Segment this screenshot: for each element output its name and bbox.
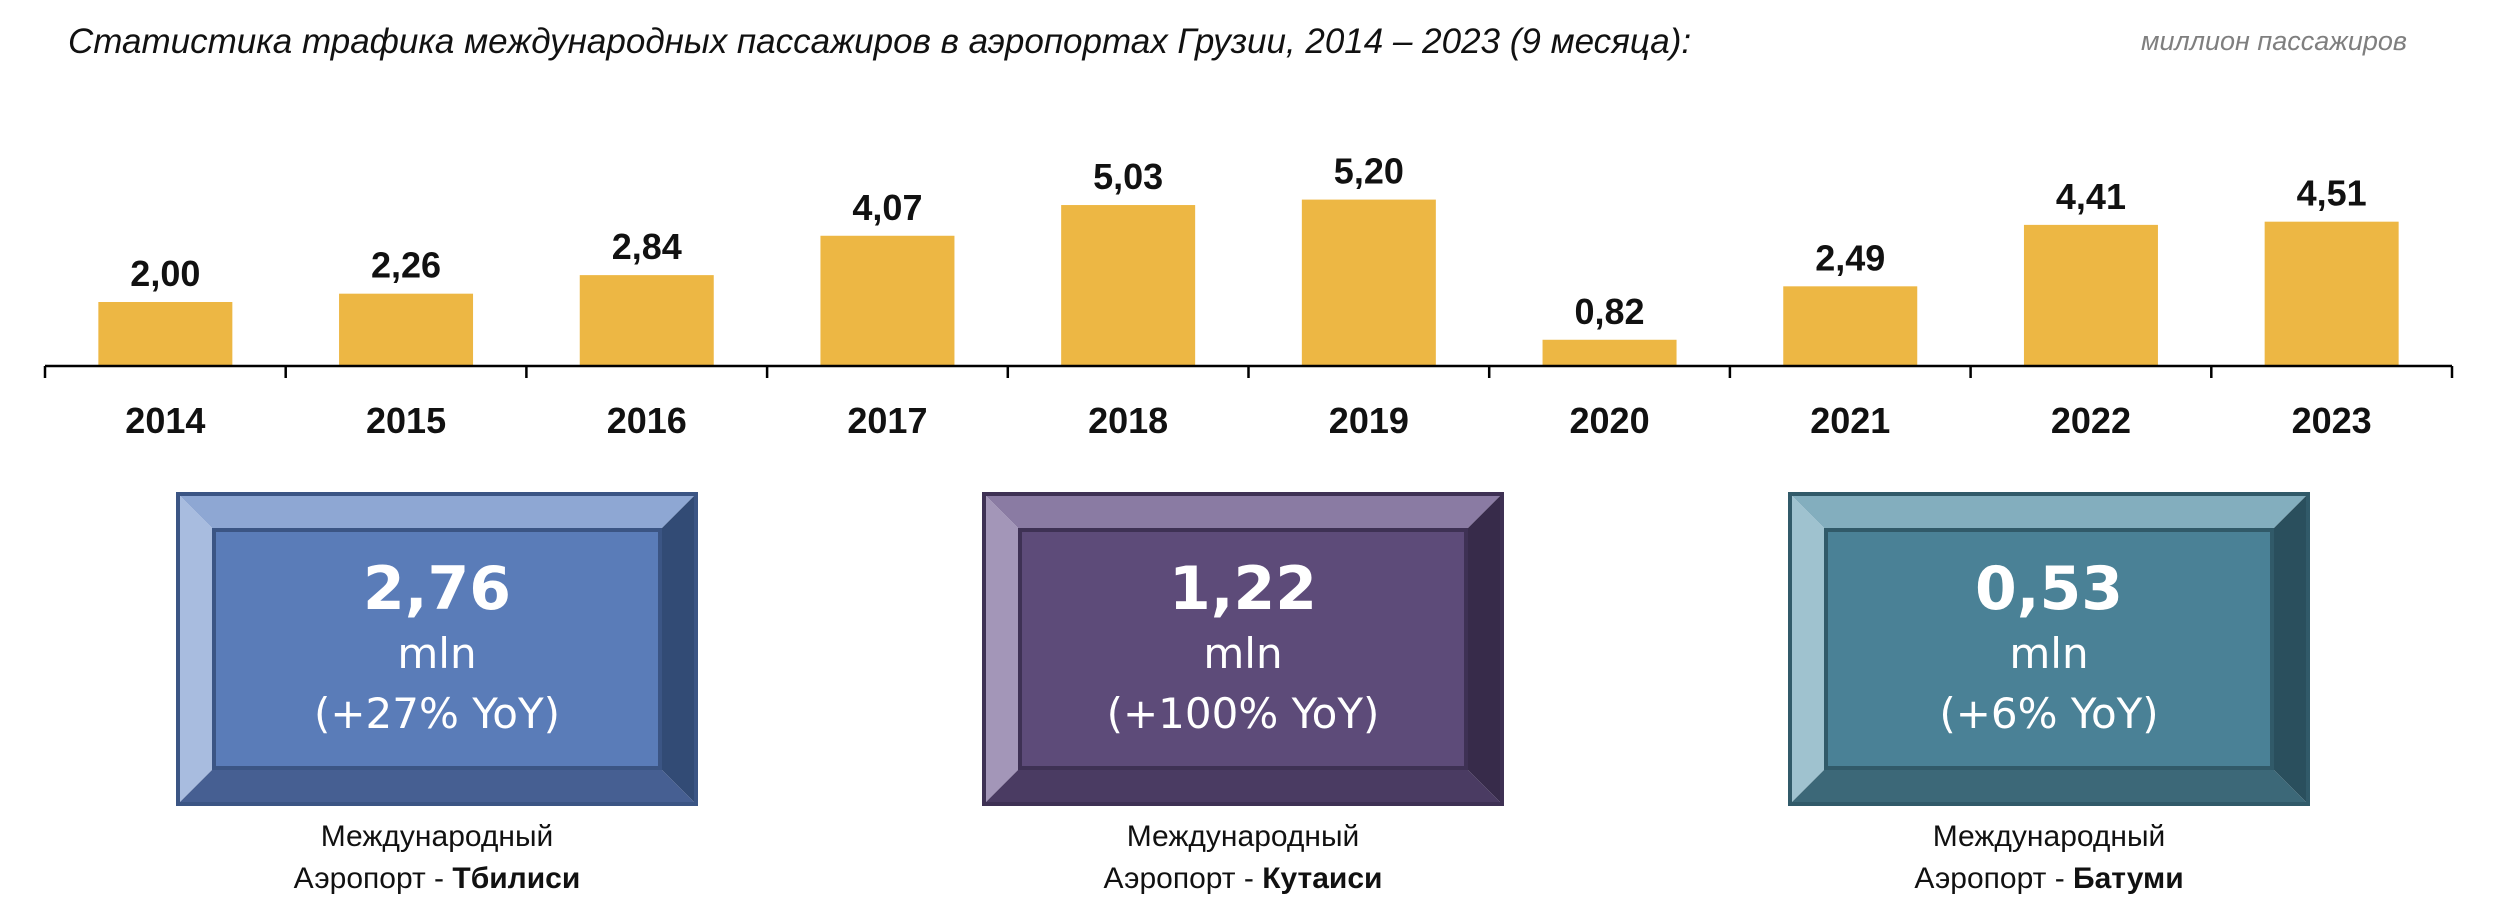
- value-label-2023: 4,51: [2297, 173, 2367, 214]
- caption-prefix: Аэропорт -: [1103, 862, 1263, 895]
- airport-card-tbilisi: 2,76 mln (+27% YoY) Международный Аэропо…: [176, 492, 698, 900]
- bar-chart: 2,00 2014 2,26 2015 2,84 2016 4,07 2017 5,03 2018…: [43, 151, 2454, 441]
- caption-prefix: Аэропорт -: [1914, 862, 2074, 895]
- value-unit: mln: [397, 629, 477, 678]
- box-face: [212, 528, 662, 770]
- value-label-2015: 2,26: [371, 245, 441, 286]
- bevel-right: [660, 492, 698, 806]
- value-unit: mln: [1203, 629, 1283, 678]
- airport-city: Батуми: [2073, 862, 2184, 895]
- airport-card-kutaisi: 1,22 mln (+100% YoY) Международный Аэроп…: [982, 492, 1504, 900]
- value-label-2018: 5,03: [1093, 156, 1163, 197]
- bevel-top: [982, 492, 1504, 530]
- airport-city: Кутаиси: [1262, 862, 1383, 895]
- bar-2016: [579, 275, 714, 366]
- bevel-top: [176, 492, 698, 530]
- bevel-bottom: [1788, 768, 2310, 806]
- bar-2023: [2264, 221, 2399, 366]
- caption-line1: Международный: [320, 820, 554, 853]
- tick-label-2023: 2023: [2292, 400, 2372, 441]
- tick-label-2014: 2014: [125, 400, 205, 441]
- unit-label: миллион пассажиров: [2141, 26, 2407, 56]
- bevel-bottom: [176, 768, 698, 806]
- airport-caption: Международный Аэропорт - Тбилиси: [176, 816, 698, 900]
- bar-2021: [1783, 286, 1918, 366]
- value-label-2021: 2,49: [1815, 237, 1885, 278]
- value-label-2016: 2,84: [612, 226, 682, 267]
- airport-city: Тбилиси: [452, 862, 581, 895]
- bevel-left: [1788, 492, 1826, 806]
- caption-prefix: Аэропорт -: [293, 862, 453, 895]
- value-label-2020: 0,82: [1575, 291, 1645, 332]
- bar-2022: [2023, 224, 2158, 366]
- stat-box: 0,53 mln (+6% YoY): [1788, 492, 2310, 806]
- value-label-2019: 5,20: [1334, 151, 1404, 192]
- tick-label-2017: 2017: [847, 400, 927, 441]
- bar-2020: [1542, 339, 1677, 366]
- passenger-value: 0,53: [1974, 554, 2124, 624]
- bevel-frame: [982, 492, 1504, 806]
- bevel-top: [1788, 492, 2310, 530]
- stat-box: 1,22 mln (+100% YoY): [982, 492, 1504, 806]
- bevel-frame: [1788, 492, 2310, 806]
- tick-label-2020: 2020: [1570, 400, 1650, 441]
- value-label-2017: 4,07: [852, 187, 922, 228]
- airport-caption: Международный Аэропорт - Батуми: [1788, 816, 2310, 900]
- chart-title: Статистика трафика международных пассажи…: [68, 22, 1692, 61]
- box-face: [1018, 528, 1468, 770]
- tick-label-2021: 2021: [1810, 400, 1890, 441]
- bevel-bottom: [982, 768, 1504, 806]
- tick-label-2016: 2016: [607, 400, 687, 441]
- bar-2018: [1061, 205, 1196, 366]
- box-outline: [1788, 492, 2310, 806]
- bevel-left: [982, 492, 1020, 806]
- box-face: [1824, 528, 2274, 770]
- bar-2015: [339, 293, 474, 366]
- bar-2017: [820, 235, 955, 366]
- stat-box: 2,76 mln (+27% YoY): [176, 492, 698, 806]
- caption-line1: Международный: [1126, 820, 1360, 853]
- passenger-value: 1,22: [1168, 554, 1318, 624]
- bevel-right: [1466, 492, 1504, 806]
- yoy-change: (+100% YoY): [1106, 689, 1380, 738]
- tick-label-2015: 2015: [366, 400, 446, 441]
- tick-label-2022: 2022: [2051, 400, 2131, 441]
- bevel-frame: [176, 492, 698, 806]
- caption-line1: Международный: [1932, 820, 2166, 853]
- tick-label-2019: 2019: [1329, 400, 1409, 441]
- passenger-value: 2,76: [362, 554, 512, 624]
- yoy-change: (+6% YoY): [1939, 689, 2159, 738]
- bar-2019: [1301, 199, 1436, 366]
- box-outline: [982, 492, 1504, 806]
- box-outline: [176, 492, 698, 806]
- tick-label-2018: 2018: [1088, 400, 1168, 441]
- value-label-2022: 4,41: [2056, 176, 2126, 217]
- airport-card-batumi: 0,53 mln (+6% YoY) Международный Аэропор…: [1788, 492, 2310, 900]
- bevel-left: [176, 492, 214, 806]
- value-label-2014: 2,00: [130, 253, 200, 294]
- value-unit: mln: [2009, 629, 2089, 678]
- yoy-change: (+27% YoY): [313, 689, 561, 738]
- airport-caption: Международный Аэропорт - Кутаиси: [982, 816, 1504, 900]
- bevel-right: [2272, 492, 2310, 806]
- bar-2014: [98, 302, 233, 366]
